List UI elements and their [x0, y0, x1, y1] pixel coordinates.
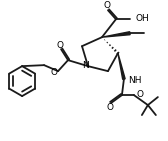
Polygon shape — [102, 32, 130, 37]
Text: N: N — [83, 61, 89, 70]
Text: NH: NH — [128, 76, 141, 85]
Text: O: O — [103, 1, 110, 10]
Text: O: O — [137, 90, 144, 99]
Text: OH: OH — [136, 14, 150, 23]
Text: O: O — [57, 41, 64, 50]
Text: O: O — [107, 103, 113, 112]
Text: O: O — [51, 68, 58, 77]
Polygon shape — [118, 53, 125, 79]
